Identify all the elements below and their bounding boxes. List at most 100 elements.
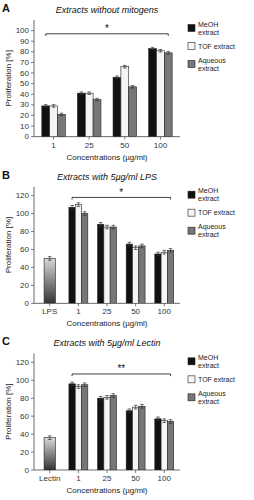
x-tick-label: 100: [158, 474, 172, 483]
x-tick-label: 25: [85, 141, 94, 150]
y-tick-label: 100: [16, 209, 30, 218]
y-tick: [31, 83, 34, 84]
y-axis-line: [34, 187, 35, 304]
legend-swatch: [188, 227, 195, 234]
legend-label: TOF extract: [198, 376, 235, 383]
error-bar: [60, 113, 64, 116]
legend-label: Aqueousextract: [198, 390, 226, 405]
error-bar: [48, 257, 52, 261]
y-tick-label: 20: [20, 448, 29, 457]
bar: [93, 100, 101, 137]
y-axis-label: Proliferation [%]: [4, 50, 13, 106]
error-bar: [140, 404, 144, 408]
error-bar: [134, 405, 138, 409]
error-bar: [87, 92, 91, 95]
bar: [85, 93, 93, 136]
title: Extracts without mitogens: [56, 5, 159, 15]
y-axis-label: Proliferation [%]: [4, 383, 13, 439]
x-tick-label: 100: [158, 307, 172, 316]
legend-swatch: [188, 25, 195, 32]
legend-label-line: MeOH: [198, 187, 218, 194]
y-tick: [31, 362, 34, 363]
x-tick-label: 1: [51, 141, 56, 150]
bar: [104, 397, 110, 470]
y-tick: [31, 398, 34, 399]
x-tick-label: 50: [131, 474, 140, 483]
panel-label: C: [2, 335, 10, 347]
bar: [121, 67, 129, 137]
bars: [44, 203, 174, 304]
y-axis-line: [34, 20, 35, 137]
bar: [156, 51, 164, 137]
error-bar: [156, 417, 160, 421]
x-axis-label: Concentrations (µg/ml): [66, 319, 147, 328]
x-tick-label: 1: [76, 307, 81, 316]
legend-label-line: MeOH: [198, 354, 218, 361]
panel: 020406080100120Lectin12550100C**Extracts…: [2, 335, 235, 495]
y-tick-label: 40: [20, 430, 29, 439]
x-tick: [89, 137, 90, 140]
y-tick-label: 10: [20, 122, 29, 131]
error-bar: [134, 246, 138, 250]
legend-swatch: [188, 61, 195, 68]
legend-label-line: TOF extract: [198, 43, 235, 50]
legend: MeOHextractTOF extractAqueousextract: [188, 21, 235, 72]
bar: [110, 396, 116, 470]
y-tick-label: 50: [20, 79, 29, 88]
y-tick: [31, 73, 34, 74]
control-bar: [44, 258, 55, 303]
bar: [110, 227, 116, 303]
y-tick-label: 20: [20, 281, 29, 290]
x-tick: [160, 137, 161, 140]
y-tick: [31, 303, 34, 304]
y-tick-label: 80: [20, 394, 29, 403]
y-tick-label: 30: [20, 100, 29, 109]
bar: [149, 49, 157, 137]
bar: [82, 385, 88, 470]
error-bar: [52, 105, 56, 108]
bar: [126, 411, 132, 470]
y-tick-label: 80: [20, 47, 29, 56]
error-bar: [83, 383, 87, 387]
y-tick-label: 40: [20, 263, 29, 272]
x-tick-label: 100: [154, 141, 168, 150]
error-bar: [151, 47, 155, 50]
y-tick: [31, 126, 34, 127]
error-bar: [111, 394, 115, 398]
bar: [77, 93, 85, 136]
error-bar: [95, 98, 99, 101]
y-tick: [31, 249, 34, 250]
y-tick: [31, 267, 34, 268]
legend-label: MeOHextract: [198, 354, 219, 369]
bar: [139, 406, 145, 470]
error-bar: [162, 419, 166, 423]
legend-label-line: Aqueous: [198, 390, 226, 398]
x-tick-label: 50: [120, 141, 129, 150]
bar: [167, 422, 173, 470]
y-tick-label: 120: [16, 358, 30, 367]
y-tick: [31, 136, 34, 137]
bar: [139, 246, 145, 303]
legend-label-line: extract: [198, 398, 219, 405]
title: Extracts with 5µg/ml LPS: [57, 172, 157, 182]
y-tick: [31, 62, 34, 63]
y-axis-label: Proliferation [%]: [4, 217, 13, 273]
error-bar: [44, 105, 48, 108]
bar: [167, 250, 173, 303]
bar: [161, 252, 167, 303]
x-tick-label: 1: [76, 474, 81, 483]
bar: [164, 53, 172, 137]
bar: [58, 114, 66, 136]
bar: [50, 106, 58, 137]
legend-swatch: [188, 376, 195, 383]
control-bar: [44, 438, 55, 470]
panel: 010203040506070809010012550100A*Extracts…: [2, 2, 235, 162]
y-tick-label: 70: [20, 58, 29, 67]
x-tick: [49, 303, 50, 306]
error-bar: [77, 385, 81, 389]
error-bar: [99, 396, 103, 400]
x-tick: [124, 137, 125, 140]
legend-label: TOF extract: [198, 209, 235, 216]
bar: [98, 224, 104, 303]
error-bar: [80, 92, 84, 95]
